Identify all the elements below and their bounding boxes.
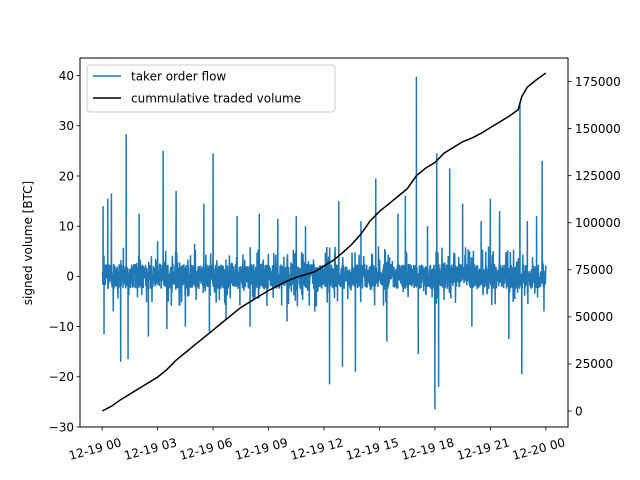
- right-tick-label: 0: [575, 404, 583, 418]
- left-tick-label: 0: [66, 270, 74, 284]
- left-tick-label: −20: [49, 370, 74, 384]
- legend-box: [86, 64, 336, 113]
- left-y-axis: −30 −20 −10 0 10 20 30 40: [49, 69, 80, 434]
- plot-frame: [79, 57, 569, 428]
- left-tick-label: −30: [49, 420, 74, 434]
- y-axis-label: signed volume [BTC]: [21, 181, 35, 306]
- left-tick-label: −10: [49, 320, 74, 334]
- right-tick-label: 25000: [575, 357, 613, 371]
- legend-entry-label: taker order flow: [131, 69, 226, 83]
- right-y-axis: 0 25000 50000 75000 100000 125000 150000 175000: [568, 75, 621, 418]
- left-tick-label: 10: [59, 219, 74, 233]
- left-tick-label: 40: [59, 69, 74, 83]
- right-tick-label: 50000: [575, 310, 613, 324]
- left-tick-label: 30: [59, 119, 74, 133]
- plot-area: [101, 72, 547, 412]
- legend: taker order flow cummulative traded volum…: [86, 64, 336, 113]
- left-tick-label: 20: [59, 169, 74, 183]
- right-tick-label: 150000: [575, 122, 621, 136]
- legend-entry-label: cummulative traded volume: [131, 91, 301, 105]
- right-tick-label: 125000: [575, 169, 621, 183]
- right-tick-label: 100000: [575, 216, 621, 230]
- right-tick-label: 75000: [575, 263, 613, 277]
- series-cumulative-traded-volume-line: [101, 72, 547, 412]
- right-tick-label: 175000: [575, 75, 621, 89]
- series-taker-order-flow-line: [101, 76, 547, 410]
